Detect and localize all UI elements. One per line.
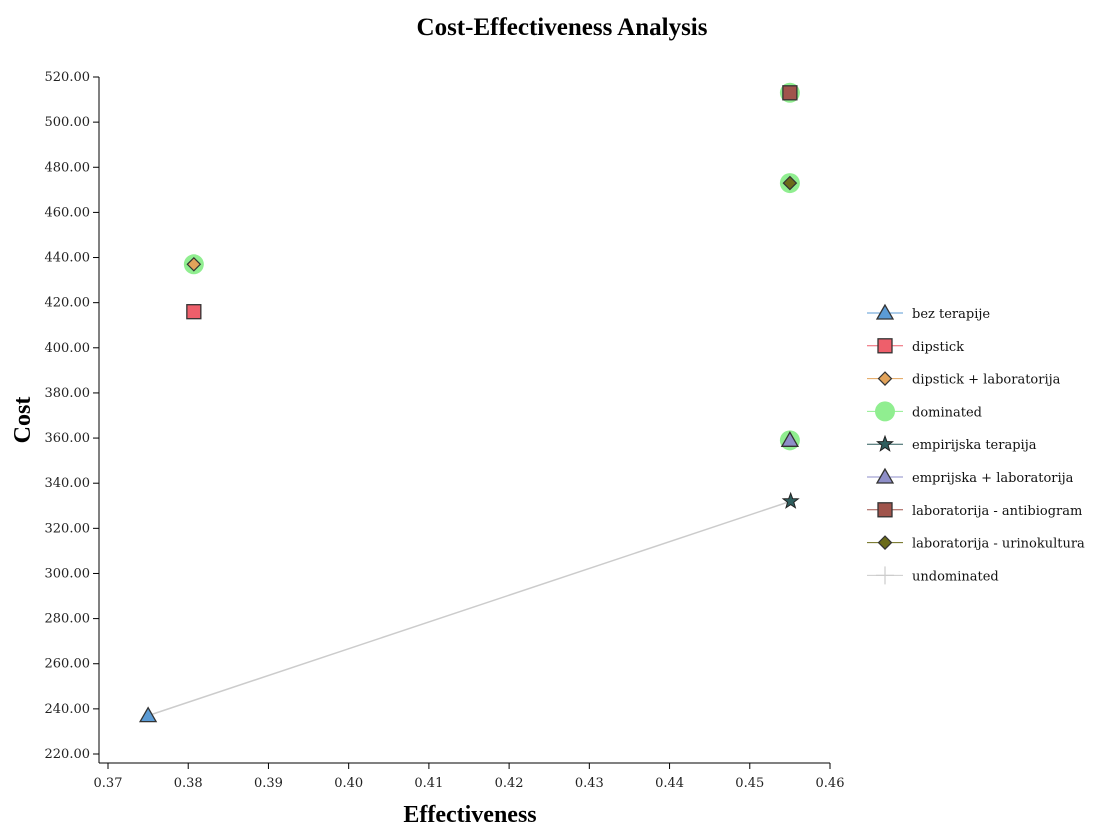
legend-item-dipstick-laboratorija: dipstick + laboratorija — [867, 371, 1061, 388]
y-tick-label: 340.00 — [45, 476, 91, 491]
legend-label: dipstick + laboratorija — [912, 373, 1061, 388]
x-tick-label: 0.43 — [575, 776, 604, 791]
x-tick-label: 0.42 — [495, 776, 524, 791]
x-tick-label: 0.44 — [655, 776, 684, 791]
y-tick-label: 220.00 — [45, 747, 91, 762]
legend-marker — [875, 401, 895, 422]
legend-marker — [875, 303, 895, 320]
legend-marker — [875, 434, 895, 452]
y-tick-label: 300.00 — [45, 566, 91, 581]
undominated-line — [147, 500, 791, 717]
x-axis-title: Effectiveness — [403, 802, 536, 826]
y-tick-label: 380.00 — [45, 386, 91, 401]
chart-title: Cost-Effectiveness Analysis — [417, 14, 708, 41]
empirijska-terapija-point — [781, 491, 800, 509]
legend-marker — [876, 566, 894, 585]
legend-item-dominated: dominated — [867, 401, 982, 422]
y-tick-label: 480.00 — [45, 160, 91, 175]
laboratorija-antibiogram-point — [782, 85, 798, 101]
legend-label: undominated — [912, 569, 999, 584]
legend-marker — [875, 467, 895, 484]
y-tick-label: 460.00 — [45, 205, 91, 220]
x-tick-label: 0.41 — [414, 776, 443, 791]
y-tick-label: 360.00 — [45, 431, 91, 446]
x-tick-label: 0.38 — [174, 776, 203, 791]
legend-label: dominated — [912, 405, 982, 420]
y-tick-label: 520.00 — [45, 70, 91, 85]
dipstick-laboratorija-point — [186, 256, 202, 272]
y-tick-label: 440.00 — [45, 251, 91, 266]
legend-marker — [877, 338, 893, 354]
y-axis-title: Cost — [10, 397, 36, 444]
legend-label: laboratorija - antibiogram — [912, 504, 1082, 519]
y-tick-label: 400.00 — [45, 341, 91, 356]
legend-item-bez-terapije: bez terapije — [867, 303, 990, 322]
emprijska-laboratorija-point — [780, 431, 800, 447]
legend-label: emprijska + laboratorija — [912, 471, 1074, 486]
legend-item-dipstick: dipstick — [867, 338, 964, 355]
x-tick-label: 0.37 — [94, 776, 123, 791]
legend-item-undominated: undominated — [867, 566, 999, 585]
bez-terapije-point — [138, 706, 158, 723]
legend-marker — [877, 502, 893, 518]
legend-item-laboratorija-antibiogram: laboratorija - antibiogram — [867, 502, 1082, 519]
laboratorija-urinokultura-point — [782, 175, 798, 191]
y-tick-label: 500.00 — [45, 115, 91, 130]
dipstick-point — [186, 304, 202, 320]
x-tick-label: 0.45 — [735, 776, 764, 791]
y-tick-label: 280.00 — [45, 612, 91, 627]
legend-label: laboratorija - urinokultura — [912, 537, 1085, 552]
legend-label: empirijska terapija — [912, 438, 1037, 453]
legend-marker — [877, 371, 893, 386]
legend: bez terapije dipstick dipstick + laborator… — [867, 303, 1085, 585]
y-tick-label: 240.00 — [45, 702, 91, 717]
x-tick-label: 0.39 — [254, 776, 283, 791]
y-tick-label: 320.00 — [45, 521, 91, 536]
legend-item-laboratorija-urinokultura: laboratorija - urinokultura — [867, 535, 1085, 552]
legend-label: bez terapije — [912, 307, 990, 322]
legend-item-empirijska-terapija: empirijska terapija — [867, 434, 1037, 453]
legend-item-emprijska-laboratorija: emprijska + laboratorija — [867, 467, 1074, 486]
legend-marker — [877, 535, 893, 550]
x-tick-label: 0.40 — [334, 776, 363, 791]
y-tick-label: 420.00 — [45, 296, 91, 311]
x-tick-label: 0.46 — [816, 776, 845, 791]
y-tick-label: 260.00 — [45, 657, 91, 672]
legend-label: dipstick — [912, 340, 964, 355]
